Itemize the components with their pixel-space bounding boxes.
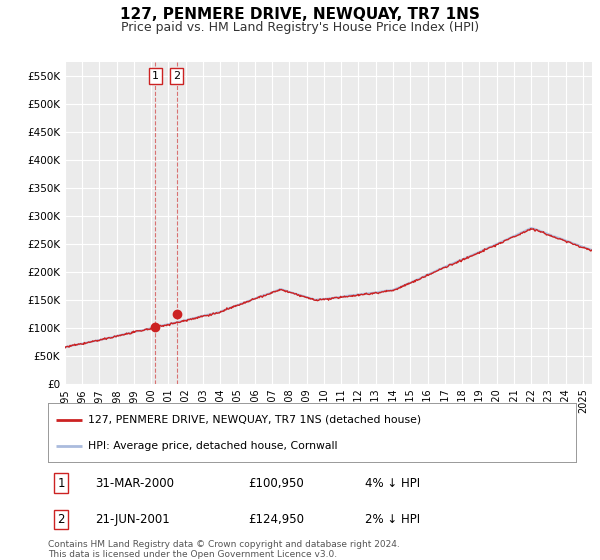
Text: 127, PENMERE DRIVE, NEWQUAY, TR7 1NS: 127, PENMERE DRIVE, NEWQUAY, TR7 1NS xyxy=(120,7,480,22)
Text: 1: 1 xyxy=(58,477,65,489)
Text: £100,950: £100,950 xyxy=(248,477,304,489)
Text: 2: 2 xyxy=(173,71,180,81)
Text: 31-MAR-2000: 31-MAR-2000 xyxy=(95,477,175,489)
Text: 21-JUN-2001: 21-JUN-2001 xyxy=(95,513,170,526)
Text: 2: 2 xyxy=(58,513,65,526)
Text: Price paid vs. HM Land Registry's House Price Index (HPI): Price paid vs. HM Land Registry's House … xyxy=(121,21,479,34)
Text: 4% ↓ HPI: 4% ↓ HPI xyxy=(365,477,420,489)
Text: 1: 1 xyxy=(152,71,159,81)
Text: 127, PENMERE DRIVE, NEWQUAY, TR7 1NS (detached house): 127, PENMERE DRIVE, NEWQUAY, TR7 1NS (de… xyxy=(88,414,421,424)
Text: £124,950: £124,950 xyxy=(248,513,305,526)
Text: 2% ↓ HPI: 2% ↓ HPI xyxy=(365,513,420,526)
Text: Contains HM Land Registry data © Crown copyright and database right 2024.
This d: Contains HM Land Registry data © Crown c… xyxy=(48,540,400,559)
Text: HPI: Average price, detached house, Cornwall: HPI: Average price, detached house, Corn… xyxy=(88,441,337,451)
